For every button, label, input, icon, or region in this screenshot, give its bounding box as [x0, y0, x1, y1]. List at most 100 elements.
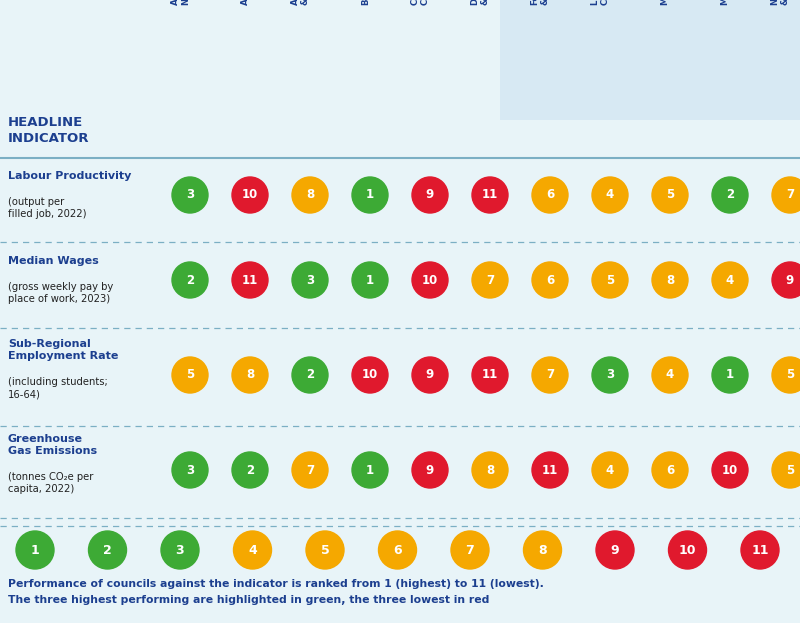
Circle shape	[232, 262, 268, 298]
Circle shape	[232, 177, 268, 213]
Text: 4: 4	[666, 368, 674, 381]
Text: 7: 7	[486, 273, 494, 287]
Circle shape	[532, 177, 568, 213]
Circle shape	[532, 262, 568, 298]
Circle shape	[652, 357, 688, 393]
Text: Causeway
Coast & Glens: Causeway Coast & Glens	[410, 0, 430, 5]
Circle shape	[16, 531, 54, 569]
Circle shape	[712, 357, 748, 393]
Circle shape	[292, 357, 328, 393]
Text: 8: 8	[486, 464, 494, 477]
Text: 5: 5	[606, 273, 614, 287]
Text: Fermanagh
& Omagh: Fermanagh & Omagh	[530, 0, 550, 5]
Text: 1: 1	[366, 189, 374, 201]
Text: Antrim &
Newtownabbey: Antrim & Newtownabbey	[170, 0, 190, 5]
Text: The three highest performing are highlighted in green, the three lowest in red: The three highest performing are highlig…	[8, 595, 490, 605]
Text: Lisburn &
Castlereagh: Lisburn & Castlereagh	[590, 0, 610, 5]
Circle shape	[89, 531, 126, 569]
Text: 7: 7	[466, 543, 474, 556]
Text: 3: 3	[606, 368, 614, 381]
Text: 8: 8	[666, 273, 674, 287]
Text: 11: 11	[242, 273, 258, 287]
Text: 2: 2	[246, 464, 254, 477]
Text: 5: 5	[186, 368, 194, 381]
Text: 9: 9	[426, 464, 434, 477]
Text: 9: 9	[426, 189, 434, 201]
Text: HEADLINE
INDICATOR: HEADLINE INDICATOR	[8, 115, 90, 145]
Circle shape	[772, 452, 800, 488]
Text: 4: 4	[606, 189, 614, 201]
Circle shape	[592, 262, 628, 298]
Circle shape	[352, 262, 388, 298]
Text: Derry City
& Strabane: Derry City & Strabane	[470, 0, 490, 5]
Text: 2: 2	[186, 273, 194, 287]
Circle shape	[592, 357, 628, 393]
Text: 6: 6	[393, 543, 402, 556]
Circle shape	[652, 262, 688, 298]
Circle shape	[412, 262, 448, 298]
Text: 10: 10	[362, 368, 378, 381]
Text: 1: 1	[366, 273, 374, 287]
Text: 11: 11	[542, 464, 558, 477]
Text: 2: 2	[726, 189, 734, 201]
Circle shape	[306, 531, 344, 569]
Text: (gross weekly pay by
place of work, 2023): (gross weekly pay by place of work, 2023…	[8, 282, 114, 305]
Circle shape	[772, 262, 800, 298]
Text: 7: 7	[546, 368, 554, 381]
Circle shape	[352, 177, 388, 213]
Circle shape	[412, 177, 448, 213]
Text: (including students;
16-64): (including students; 16-64)	[8, 377, 108, 399]
Text: 9: 9	[610, 543, 619, 556]
Text: 4: 4	[606, 464, 614, 477]
Circle shape	[712, 452, 748, 488]
Text: 3: 3	[176, 543, 184, 556]
Text: Median Wages: Median Wages	[8, 256, 98, 266]
Text: Sub-Regional
Employment Rate: Sub-Regional Employment Rate	[8, 340, 118, 361]
Text: 6: 6	[666, 464, 674, 477]
FancyBboxPatch shape	[500, 0, 800, 120]
Text: 2: 2	[103, 543, 112, 556]
Circle shape	[451, 531, 489, 569]
Circle shape	[712, 262, 748, 298]
Text: Mid Ulster: Mid Ulster	[721, 0, 730, 5]
Circle shape	[232, 357, 268, 393]
Circle shape	[592, 452, 628, 488]
Text: Belfast: Belfast	[361, 0, 370, 5]
Circle shape	[712, 177, 748, 213]
Text: (tonnes CO₂e per
capita, 2022): (tonnes CO₂e per capita, 2022)	[8, 472, 94, 495]
Text: 3: 3	[186, 189, 194, 201]
Circle shape	[472, 177, 508, 213]
Text: 1: 1	[366, 464, 374, 477]
Text: 6: 6	[546, 273, 554, 287]
Text: 2: 2	[306, 368, 314, 381]
Circle shape	[472, 357, 508, 393]
Circle shape	[378, 531, 417, 569]
Circle shape	[772, 357, 800, 393]
Text: Armagh, Banbridge
& Craigavon: Armagh, Banbridge & Craigavon	[290, 0, 310, 5]
Text: 9: 9	[786, 273, 794, 287]
Text: Labour Productivity: Labour Productivity	[8, 171, 131, 181]
Circle shape	[412, 357, 448, 393]
Circle shape	[412, 452, 448, 488]
Text: 9: 9	[426, 368, 434, 381]
Circle shape	[172, 452, 208, 488]
Text: 10: 10	[422, 273, 438, 287]
Circle shape	[292, 262, 328, 298]
Circle shape	[741, 531, 779, 569]
Text: Newry, Mourne
& Down: Newry, Mourne & Down	[770, 0, 790, 5]
Text: 4: 4	[726, 273, 734, 287]
Circle shape	[172, 177, 208, 213]
Circle shape	[652, 452, 688, 488]
Text: 8: 8	[306, 189, 314, 201]
Circle shape	[172, 262, 208, 298]
Circle shape	[352, 452, 388, 488]
Text: 10: 10	[678, 543, 696, 556]
Circle shape	[292, 452, 328, 488]
Text: 1: 1	[726, 368, 734, 381]
Circle shape	[652, 177, 688, 213]
Circle shape	[292, 177, 328, 213]
Circle shape	[172, 357, 208, 393]
Text: 3: 3	[186, 464, 194, 477]
Text: 7: 7	[786, 189, 794, 201]
Circle shape	[596, 531, 634, 569]
